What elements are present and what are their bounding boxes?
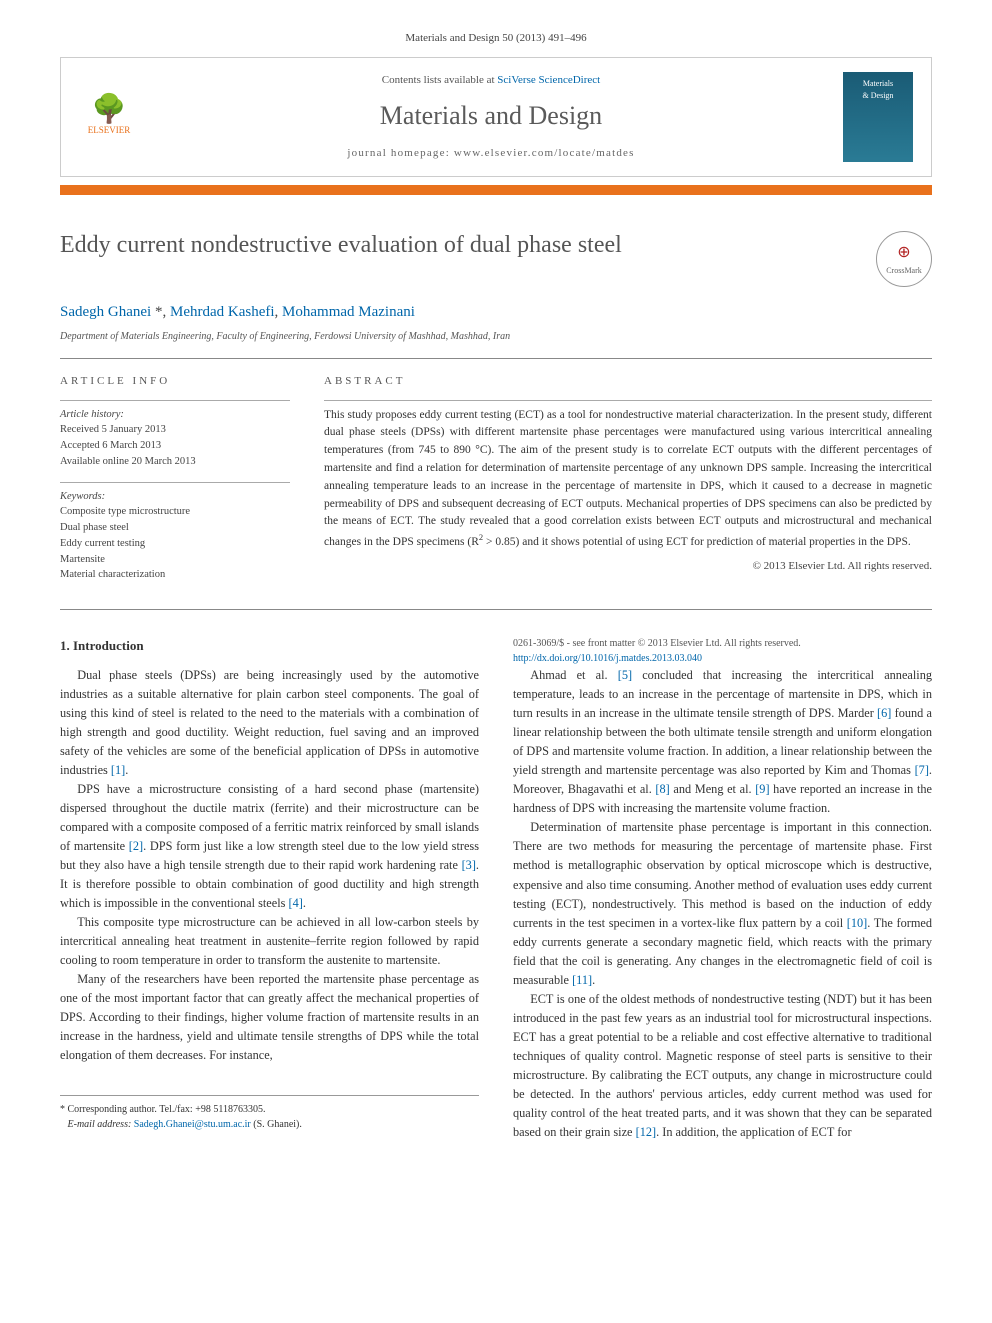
crossmark-label: CrossMark xyxy=(886,265,922,277)
homepage-line: journal homepage: www.elsevier.com/locat… xyxy=(157,145,825,162)
ref-11-link[interactable]: [11] xyxy=(572,973,592,987)
homepage-prefix: journal homepage: xyxy=(347,147,454,159)
sep1: , xyxy=(162,304,170,320)
abstract: ABSTRACT This study proposes eddy curren… xyxy=(324,373,932,595)
p2-post: . xyxy=(303,896,306,910)
ref-7-link[interactable]: [7] xyxy=(915,763,929,777)
abstract-block: This study proposes eddy current testing… xyxy=(324,400,932,575)
ref-6-link[interactable]: [6] xyxy=(877,706,891,720)
body-p7: ECT is one of the oldest methods of nond… xyxy=(513,990,932,1142)
kw-1: Dual phase steel xyxy=(60,520,290,536)
citation: Materials and Design 50 (2013) 491–496 xyxy=(60,30,932,47)
body-columns: 1. Introduction Dual phase steels (DPSs)… xyxy=(60,636,932,1148)
body-p6: Determination of martensite phase percen… xyxy=(513,818,932,989)
p7-pre: ECT is one of the oldest methods of nond… xyxy=(513,992,932,1139)
history-line-1: Accepted 6 March 2013 xyxy=(60,438,290,454)
title-row: Eddy current nondestructive evaluation o… xyxy=(60,231,932,287)
abstract-text: This study proposes eddy current testing… xyxy=(324,407,932,552)
affiliation: Department of Materials Engineering, Fac… xyxy=(60,329,932,344)
p7-post: . In addition, the application of ECT fo… xyxy=(656,1125,851,1139)
author-1-link[interactable]: Sadegh Ghanei xyxy=(60,304,151,320)
author-3-link[interactable]: Mohammad Mazinani xyxy=(282,304,415,320)
elsevier-logo-icon: 🌳 ELSEVIER xyxy=(79,82,139,152)
authors: Sadegh Ghanei *, Mehrdad Kashefi, Mohamm… xyxy=(60,301,932,324)
crossmark-badge[interactable]: ⊕ CrossMark xyxy=(876,231,932,287)
ref-2-link[interactable]: [2] xyxy=(129,839,143,853)
journal-cover-icon: Materials & Design xyxy=(843,72,913,162)
fn-email-link[interactable]: Sadegh.Ghanei@stu.um.ac.ir xyxy=(134,1119,251,1130)
footer-line1: 0261-3069/$ - see front matter © 2013 El… xyxy=(513,636,932,651)
contents-line: Contents lists available at SciVerse Sci… xyxy=(157,72,825,89)
fn-star: * xyxy=(60,1104,65,1115)
abstract-heading: ABSTRACT xyxy=(324,373,932,390)
ref-5-link[interactable]: [5] xyxy=(618,668,632,682)
footer: 0261-3069/$ - see front matter © 2013 El… xyxy=(513,636,932,666)
info-abstract-row: ARTICLE INFO Article history: Received 5… xyxy=(60,373,932,595)
abstract-pre: This study proposes eddy current testing… xyxy=(324,409,932,549)
cover-top: Materials xyxy=(863,78,893,90)
divider-top xyxy=(60,358,932,359)
body-p2: DPS have a microstructure consisting of … xyxy=(60,780,479,913)
history-label: Article history: xyxy=(60,407,290,423)
info-heading: ARTICLE INFO xyxy=(60,373,290,390)
keywords-block: Keywords: Composite type microstructure … xyxy=(60,482,290,584)
p1-post: . xyxy=(125,763,128,777)
fn-email-label: E-mail address: xyxy=(68,1119,132,1130)
sciencedirect-link[interactable]: SciVerse ScienceDirect xyxy=(497,74,600,86)
history-line-0: Received 5 January 2013 xyxy=(60,422,290,438)
orange-divider xyxy=(60,185,932,195)
body-p5: Ahmad et al. [5] concluded that increasi… xyxy=(513,666,932,818)
keywords-label: Keywords: xyxy=(60,489,290,505)
p5-mid4: and Meng et al. xyxy=(670,782,755,796)
fn-corr: * Corresponding author. Tel./fax: +98 51… xyxy=(60,1102,479,1117)
ref-3-link[interactable]: [3] xyxy=(462,858,476,872)
ref-4-link[interactable]: [4] xyxy=(288,896,302,910)
ref-10-link[interactable]: [10] xyxy=(847,916,868,930)
body-p3: This composite type microstructure can b… xyxy=(60,913,479,970)
divider-bottom xyxy=(60,609,932,610)
p6-pre: Determination of martensite phase percen… xyxy=(513,820,932,929)
ref-12-link[interactable]: [12] xyxy=(636,1125,657,1139)
page: Materials and Design 50 (2013) 491–496 🌳… xyxy=(0,0,992,1188)
ref-1-link[interactable]: [1] xyxy=(111,763,125,777)
body-p1: Dual phase steels (DPSs) are being incre… xyxy=(60,666,479,780)
article-title: Eddy current nondestructive evaluation o… xyxy=(60,231,876,260)
contents-prefix: Contents lists available at xyxy=(382,74,497,86)
p5-pre: Ahmad et al. xyxy=(530,668,618,682)
tree-icon: 🌳 xyxy=(92,96,127,124)
p6-post: . xyxy=(592,973,595,987)
header-center: Contents lists available at SciVerse Sci… xyxy=(157,72,825,162)
elsevier-text: ELSEVIER xyxy=(88,124,131,138)
crossmark-icon: ⊕ xyxy=(897,241,910,265)
section-heading: 1. Introduction xyxy=(60,636,479,656)
homepage-url: www.elsevier.com/locate/matdes xyxy=(454,147,635,159)
fn-email-person: (S. Ghanei). xyxy=(251,1119,302,1130)
doi-link[interactable]: http://dx.doi.org/10.1016/j.matdes.2013.… xyxy=(513,653,702,664)
author-2-link[interactable]: Mehrdad Kashefi xyxy=(170,304,275,320)
history-line-2: Available online 20 March 2013 xyxy=(60,454,290,470)
journal-header: 🌳 ELSEVIER Contents lists available at S… xyxy=(60,57,932,177)
sep2: , xyxy=(275,304,283,320)
abstract-post: > 0.85) and it shows potential of using … xyxy=(483,536,911,548)
ref-9-link[interactable]: [9] xyxy=(755,782,769,796)
cover-bottom: & Design xyxy=(863,90,894,102)
history-block: Article history: Received 5 January 2013… xyxy=(60,400,290,470)
abstract-copyright: © 2013 Elsevier Ltd. All rights reserved… xyxy=(324,558,932,575)
kw-2: Eddy current testing xyxy=(60,536,290,552)
p1-pre: Dual phase steels (DPSs) are being incre… xyxy=(60,668,479,777)
article-info: ARTICLE INFO Article history: Received 5… xyxy=(60,373,290,595)
kw-4: Material characterization xyxy=(60,567,290,583)
kw-3: Martensite xyxy=(60,552,290,568)
footnote: * Corresponding author. Tel./fax: +98 51… xyxy=(60,1095,479,1132)
fn-email: E-mail address: Sadegh.Ghanei@stu.um.ac.… xyxy=(60,1117,479,1132)
ref-8-link[interactable]: [8] xyxy=(655,782,669,796)
kw-0: Composite type microstructure xyxy=(60,504,290,520)
body-p4: Many of the researchers have been report… xyxy=(60,970,479,1065)
journal-name: Materials and Design xyxy=(157,96,825,135)
fn-corr-label: Corresponding author. Tel./fax: +98 5118… xyxy=(68,1104,266,1115)
